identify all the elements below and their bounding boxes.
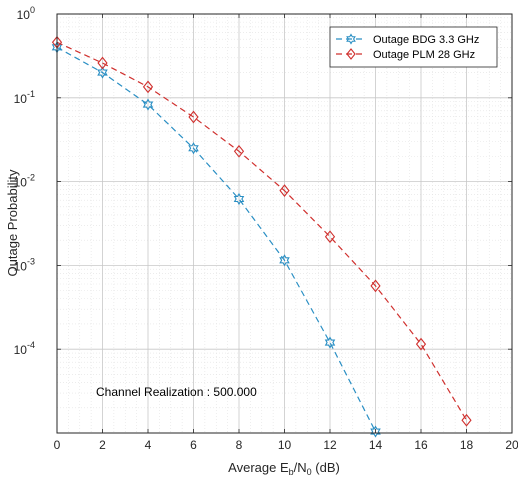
series-line [56,41,468,421]
legend-marker [346,33,356,45]
x-tick-labels: 0 2 4 6 8 10 12 14 16 18 20 [54,438,518,452]
data-point [415,337,427,351]
data-point [279,184,290,198]
plot-frame [56,13,513,434]
y-axis-label: Outage Probability [5,169,20,276]
major-grid [56,13,513,433]
data-point [188,142,199,155]
data-point [461,413,472,427]
x-tick-label: 20 [505,438,518,452]
x-tick-label: 8 [236,438,243,452]
x-tick-label: 18 [460,438,474,452]
data-point [142,98,154,111]
legend-label: Outage BDG 3.3 GHz [373,34,479,46]
y-tick-label: 100 [17,5,35,22]
y-tick-label: 10-1 [14,89,35,106]
series-2 [51,35,472,427]
y-tick-label: 10-4 [14,340,35,357]
legend: Outage BDG 3.3 GHz Outage PLM 28 GHz [329,26,498,68]
x-tick-label: 16 [414,438,428,452]
legend-entries: Outage BDG 3.3 GHz Outage PLM 28 GHz [336,33,479,61]
data-point [279,254,290,267]
data-point [97,56,108,70]
series-line [56,46,377,432]
data-point [188,110,199,124]
data-point [233,192,245,206]
series-layer [51,35,472,438]
x-tick-label: 6 [190,438,197,452]
data-point [324,336,336,349]
data-point [142,80,154,94]
x-tick-label: 10 [278,438,292,452]
x-axis-label: Average Eb/N0 (dB) [228,460,340,477]
data-point [233,144,245,158]
y-tick-labels: 100 10-1 10-2 10-3 10-4 [14,5,35,357]
x-tick-label: 2 [99,438,106,452]
data-point [370,425,381,438]
legend-label: Outage PLM 28 GHz [373,49,475,61]
x-tick-label: 4 [145,438,152,452]
data-point [97,66,108,79]
x-tick-label: 14 [369,438,383,452]
x-tick-label: 12 [323,438,337,452]
legend-marker [346,48,356,60]
minor-grid [57,14,512,433]
annotation-channel-realization: Channel Realization : 500.000 [96,385,257,399]
y-tick-label: 10-3 [14,256,35,273]
x-tick-label: 0 [54,438,61,452]
series-1 [51,41,381,438]
data-point [370,279,381,293]
legend-box [329,26,498,68]
y-tick-label: 10-2 [14,173,35,190]
data-point [324,230,336,244]
